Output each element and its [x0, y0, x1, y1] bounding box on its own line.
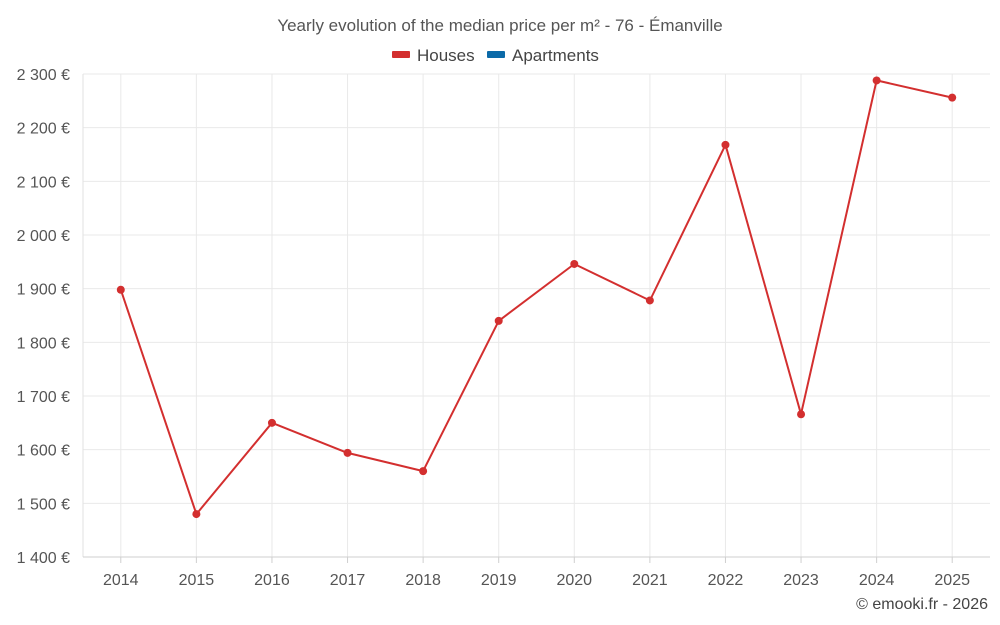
x-tick-label: 2014: [103, 572, 139, 589]
x-tick-label: 2017: [330, 572, 366, 589]
series-line-houses: [119, 79, 953, 516]
y-tick-label: 2 100 €: [17, 174, 70, 191]
legend[interactable]: Houses Apartments: [392, 46, 599, 65]
y-tick-label: 1 400 €: [17, 550, 70, 567]
legend-label-houses: Houses: [417, 46, 475, 65]
y-tick-label: 2 300 €: [17, 67, 70, 84]
data-point-houses[interactable]: [116, 285, 125, 294]
data-point-houses[interactable]: [872, 76, 881, 85]
y-tick-label: 1 900 €: [17, 282, 70, 299]
series: [116, 76, 957, 519]
x-tick-label: 2019: [481, 572, 517, 589]
data-point-houses[interactable]: [343, 448, 352, 457]
data-point-houses[interactable]: [192, 510, 201, 519]
axes: 1 400 € 1 500 € 1 600 € 1 700 € 1 800 € 1 900…: [17, 67, 990, 589]
x-tick-label: 2021: [632, 572, 668, 589]
x-tick-label: 2023: [783, 572, 819, 589]
data-point-houses[interactable]: [721, 140, 730, 149]
x-tick-label: 2022: [708, 572, 744, 589]
x-tick-label: 2015: [179, 572, 215, 589]
data-point-houses[interactable]: [645, 296, 654, 305]
y-tick-label: 2 000 €: [17, 228, 70, 245]
legend-label-apartments: Apartments: [512, 46, 599, 65]
x-tick-label: 2016: [254, 572, 290, 589]
data-point-houses[interactable]: [494, 316, 503, 325]
x-tick-label: 2025: [934, 572, 970, 589]
legend-item-houses[interactable]: Houses: [392, 46, 475, 65]
data-point-houses[interactable]: [267, 418, 276, 427]
y-tick-label: 1 700 €: [17, 389, 70, 406]
data-point-houses[interactable]: [797, 410, 806, 419]
y-tick-label: 1 800 €: [17, 335, 70, 352]
y-tick-label: 2 200 €: [17, 121, 70, 138]
y-tick-label: 1 600 €: [17, 443, 70, 460]
data-point-houses[interactable]: [570, 259, 579, 268]
data-point-houses[interactable]: [948, 93, 957, 102]
x-tick-label: 2020: [556, 572, 592, 589]
data-point-houses[interactable]: [419, 467, 428, 476]
grid: [83, 73, 990, 558]
chart-title: Yearly evolution of the median price per…: [277, 16, 722, 35]
x-tick-label: 2018: [405, 572, 441, 589]
legend-swatch-houses: [392, 51, 410, 58]
legend-swatch-apartments: [487, 51, 505, 58]
y-tick-label: 1 500 €: [17, 496, 70, 513]
credit-text: © emooki.fr - 2026: [856, 596, 988, 613]
legend-item-apartments[interactable]: Apartments: [487, 46, 599, 65]
x-tick-label: 2024: [859, 572, 895, 589]
